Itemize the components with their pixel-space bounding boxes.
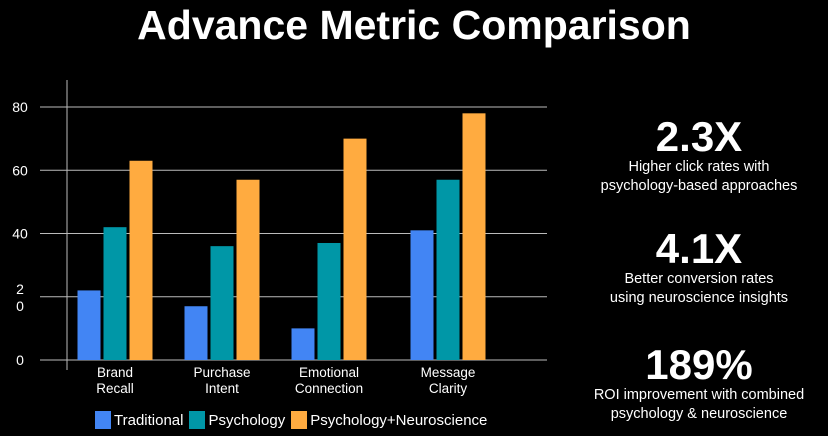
legend-label: Psychology+Neuroscience	[310, 411, 488, 429]
legend-swatch	[189, 411, 206, 429]
legend-item-psychology: Psychology	[189, 411, 285, 429]
bar-traditional	[410, 230, 434, 360]
bar-psychology-neuroscience	[236, 179, 260, 360]
bar-traditional	[184, 306, 208, 360]
stat-desc: psychology & neuroscience	[610, 406, 788, 422]
bar-psychology-neuroscience	[129, 160, 153, 360]
bar-psychology-neuroscience	[462, 113, 486, 360]
bar-traditional	[77, 290, 101, 360]
y-tick-label: 80	[12, 99, 28, 115]
chart-title: Advance Metric Comparison	[137, 2, 691, 48]
stat-desc: Better conversion rates	[624, 271, 774, 287]
stat-click-rates: 2.3X Higher click rates with psychology-…	[570, 116, 828, 196]
legend-swatch	[95, 411, 111, 429]
bar-psychology-neuroscience	[343, 138, 367, 360]
bar-psychology	[436, 179, 460, 360]
bar-psychology	[317, 242, 341, 360]
stat-desc: Higher click rates with	[628, 159, 770, 175]
bar-psychology	[103, 227, 127, 360]
stat-value: 2.3X	[655, 113, 743, 160]
stat-roi: 189% ROI improvement with combined psych…	[570, 344, 828, 424]
bar-chart: 0 2 0 40 60 80 Brand Recall Purchase Intent Emotio…	[12, 80, 547, 396]
legend-item-psychology-neuroscience: Psychology+Neuroscience	[291, 411, 487, 429]
x-tick-label: Message Clarity	[421, 365, 476, 396]
stat-desc: psychology-based approaches	[600, 178, 798, 194]
x-tick-label: Purchase Intent	[193, 365, 250, 396]
legend-swatch	[291, 411, 308, 429]
bar-traditional	[291, 328, 315, 360]
x-tick-label: Brand Recall	[96, 365, 134, 396]
stat-conversion: 4.1X Better conversion rates using neuro…	[570, 228, 828, 308]
legend-item-traditional: Traditional	[95, 411, 183, 429]
bar-psychology	[210, 246, 234, 360]
x-tick-label: Emotional Connection	[295, 365, 363, 396]
y-tick-label: 0	[16, 352, 24, 368]
stat-desc: using neuroscience insights	[609, 290, 789, 306]
stat-value: 189%	[645, 341, 753, 388]
y-tick-label: 40	[12, 226, 28, 242]
stat-value: 4.1X	[655, 225, 743, 272]
legend-label: Traditional	[114, 411, 184, 429]
legend-label: Psychology	[208, 411, 286, 429]
legend: Traditional Psychology Psychology+Neuros…	[95, 411, 493, 429]
y-tick-label: 60	[12, 162, 28, 178]
stat-desc: ROI improvement with combined	[593, 387, 805, 403]
